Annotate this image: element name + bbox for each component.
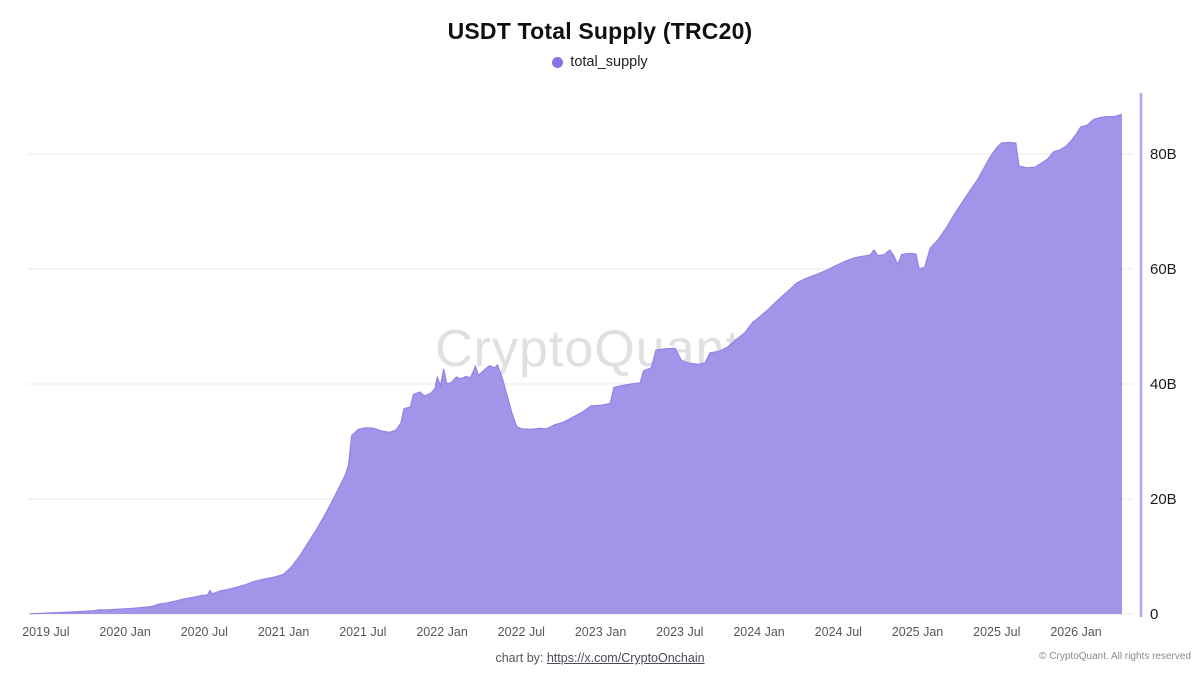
x-tick-label: 2023 Jul — [656, 625, 704, 639]
x-tick-label: 2022 Jan — [416, 625, 468, 639]
y-tick-label: 40B — [1150, 375, 1177, 393]
x-tick-label: 2024 Jul — [814, 625, 862, 639]
credit-line: chart by: https://x.com/CryptoOnchain — [0, 651, 1200, 665]
x-tick-label: 2026 Jan — [1050, 625, 1102, 639]
x-tick-label: 2024 Jan — [733, 625, 785, 639]
x-tick-label: 2023 Jan — [574, 625, 627, 639]
x-tick-label: 2020 Jul — [180, 625, 228, 639]
y-tick-label: 0 — [1150, 606, 1159, 623]
x-tick-label: 2020 Jan — [99, 625, 151, 639]
y-tick-label: 80B — [1150, 145, 1177, 163]
credit-link[interactable]: https://x.com/CryptoOnchain — [546, 651, 705, 665]
x-tick-label: 2022 Jul — [497, 625, 545, 639]
credit-prefix: chart by: — [495, 651, 544, 665]
y-tick-label: 20B — [1150, 490, 1177, 508]
legend-label: total_supply — [570, 54, 648, 70]
x-tick-label: 2025 Jan — [891, 625, 944, 639]
copyright-notice: © CryptoQuant. All rights reserved — [1039, 651, 1191, 662]
x-tick-label: 2025 Jul — [973, 625, 1021, 639]
x-tick-label: 2021 Jul — [339, 625, 387, 639]
x-tick-label: 2019 Jul — [22, 625, 70, 639]
x-tick-label: 2021 Jan — [257, 625, 310, 639]
y-tick-label: 60B — [1150, 260, 1177, 278]
legend-item-total-supply[interactable]: total_supply — [552, 54, 648, 70]
legend-dot-icon — [552, 56, 564, 68]
chart-title: USDT Total Supply (TRC20) — [447, 18, 753, 44]
chart-header: USDT Total Supply (TRC20) total_supply — [0, 18, 1200, 73]
